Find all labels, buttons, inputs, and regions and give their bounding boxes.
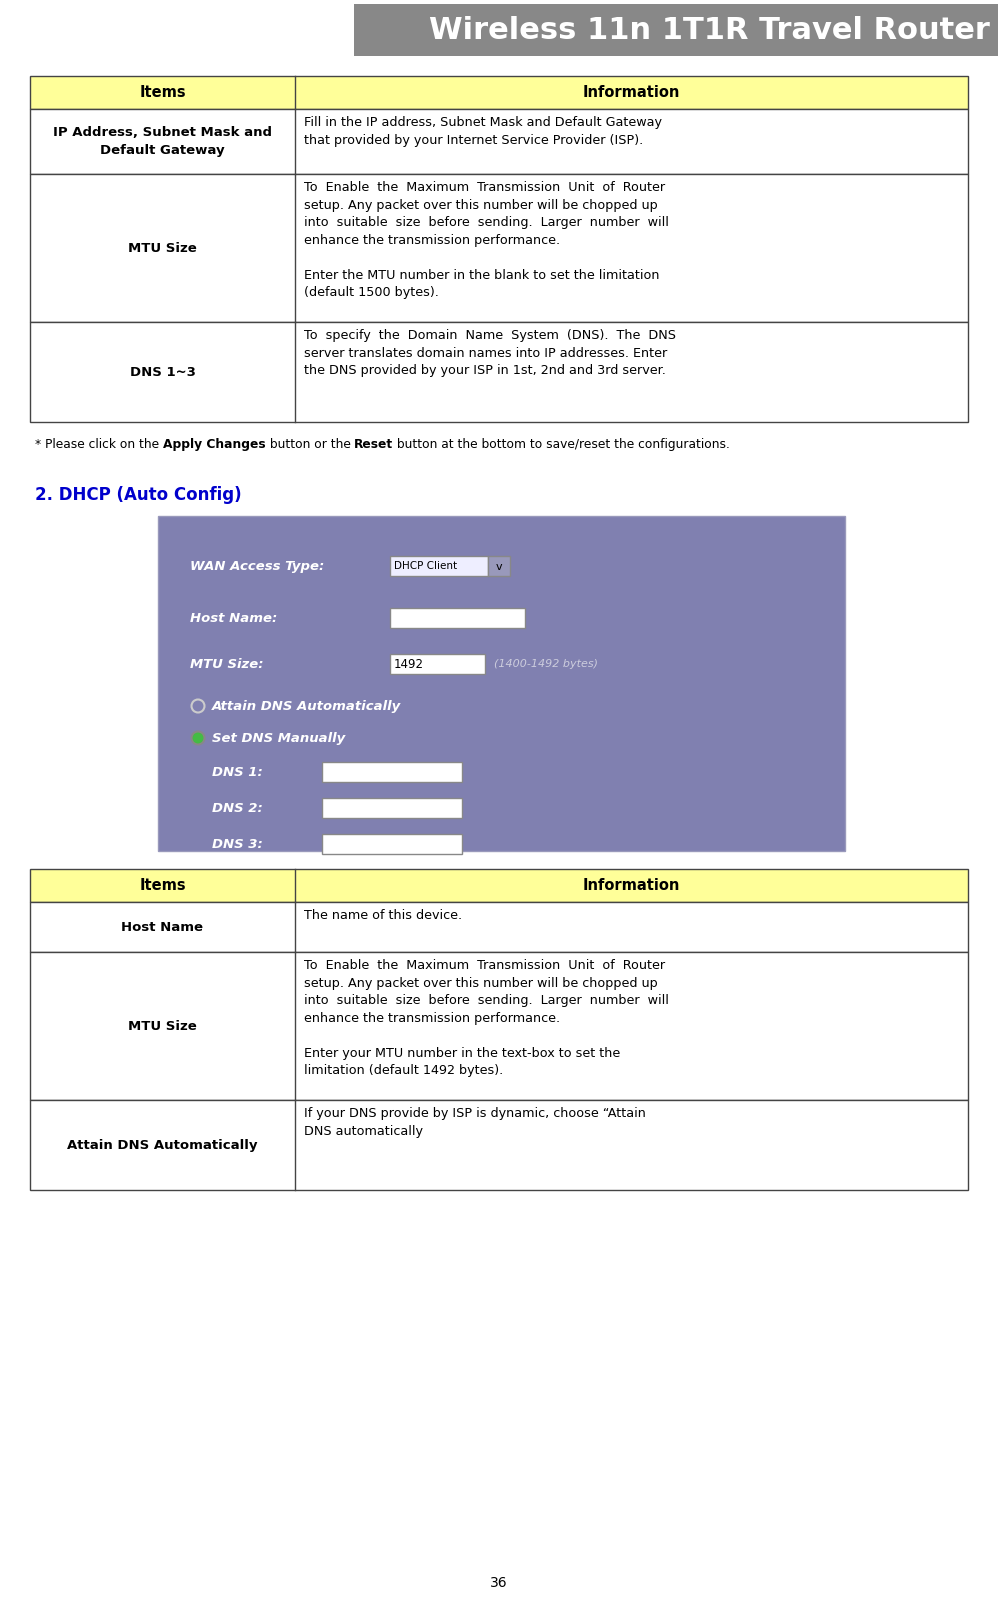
- Text: 36: 36: [490, 1575, 508, 1590]
- Text: Apply Changes: Apply Changes: [163, 439, 265, 451]
- Text: 2. DHCP (Auto Config): 2. DHCP (Auto Config): [35, 487, 242, 504]
- Bar: [390, 608, 525, 628]
- Text: IP Address, Subnet Mask and
Default Gateway: IP Address, Subnet Mask and Default Gate…: [53, 126, 272, 157]
- Text: DNS 2:: DNS 2:: [212, 802, 262, 815]
- Text: Information: Information: [583, 85, 681, 99]
- Text: Information: Information: [583, 877, 681, 893]
- Text: Reset: Reset: [354, 439, 393, 451]
- Bar: [488, 556, 510, 576]
- Text: MTU Size: MTU Size: [128, 1020, 197, 1033]
- Bar: [30, 869, 968, 901]
- Bar: [158, 516, 845, 852]
- Text: Attain DNS Automatically: Attain DNS Automatically: [212, 700, 401, 712]
- Bar: [0, 3, 998, 56]
- Text: To  Enable  the  Maximum  Transmission  Unit  of  Router
setup. Any packet over : To Enable the Maximum Transmission Unit …: [304, 181, 669, 299]
- Bar: [30, 109, 968, 175]
- Bar: [30, 175, 968, 322]
- Text: button at the bottom to save/reset the configurations.: button at the bottom to save/reset the c…: [393, 439, 731, 451]
- Text: v: v: [496, 562, 502, 572]
- Text: Attain DNS Automatically: Attain DNS Automatically: [67, 1138, 257, 1151]
- Text: To  Enable  the  Maximum  Transmission  Unit  of  Router
setup. Any packet over : To Enable the Maximum Transmission Unit …: [304, 959, 669, 1077]
- Text: If your DNS provide by ISP is dynamic, choose “Attain
DNS automatically: If your DNS provide by ISP is dynamic, c…: [304, 1106, 646, 1137]
- Text: (1400-1492 bytes): (1400-1492 bytes): [494, 660, 598, 669]
- Text: Host Name: Host Name: [122, 921, 204, 933]
- Bar: [30, 75, 968, 109]
- Text: MTU Size: MTU Size: [128, 242, 197, 255]
- Text: DNS 3:: DNS 3:: [212, 837, 262, 850]
- Bar: [0, 3, 354, 56]
- Bar: [322, 834, 462, 853]
- Text: Host Name:: Host Name:: [190, 612, 277, 624]
- Text: WAN Access Type:: WAN Access Type:: [190, 559, 324, 573]
- Bar: [30, 1100, 968, 1190]
- Text: * Please click on the: * Please click on the: [35, 439, 163, 451]
- Text: To  specify  the  Domain  Name  System  (DNS).  The  DNS
server translates domai: To specify the Domain Name System (DNS).…: [304, 328, 676, 376]
- Bar: [30, 901, 968, 953]
- Text: Items: Items: [139, 877, 186, 893]
- Bar: [322, 762, 462, 781]
- Text: Items: Items: [139, 85, 186, 99]
- Text: The name of this device.: The name of this device.: [304, 909, 462, 922]
- Text: MTU Size:: MTU Size:: [190, 658, 263, 671]
- Bar: [30, 953, 968, 1100]
- Bar: [322, 797, 462, 818]
- Text: button or the: button or the: [265, 439, 354, 451]
- Text: 1492: 1492: [394, 658, 424, 671]
- Text: DHCP Client: DHCP Client: [394, 560, 457, 572]
- Text: Set DNS Manually: Set DNS Manually: [212, 732, 345, 744]
- Bar: [390, 556, 488, 576]
- Bar: [30, 322, 968, 423]
- Text: DNS 1~3: DNS 1~3: [130, 365, 196, 378]
- Bar: [390, 653, 485, 674]
- Text: Fill in the IP address, Subnet Mask and Default Gateway
that provided by your In: Fill in the IP address, Subnet Mask and …: [304, 115, 662, 147]
- Text: DNS 1:: DNS 1:: [212, 765, 262, 778]
- Circle shape: [192, 732, 205, 744]
- Text: Wireless 11n 1T1R Travel Router: Wireless 11n 1T1R Travel Router: [429, 16, 990, 45]
